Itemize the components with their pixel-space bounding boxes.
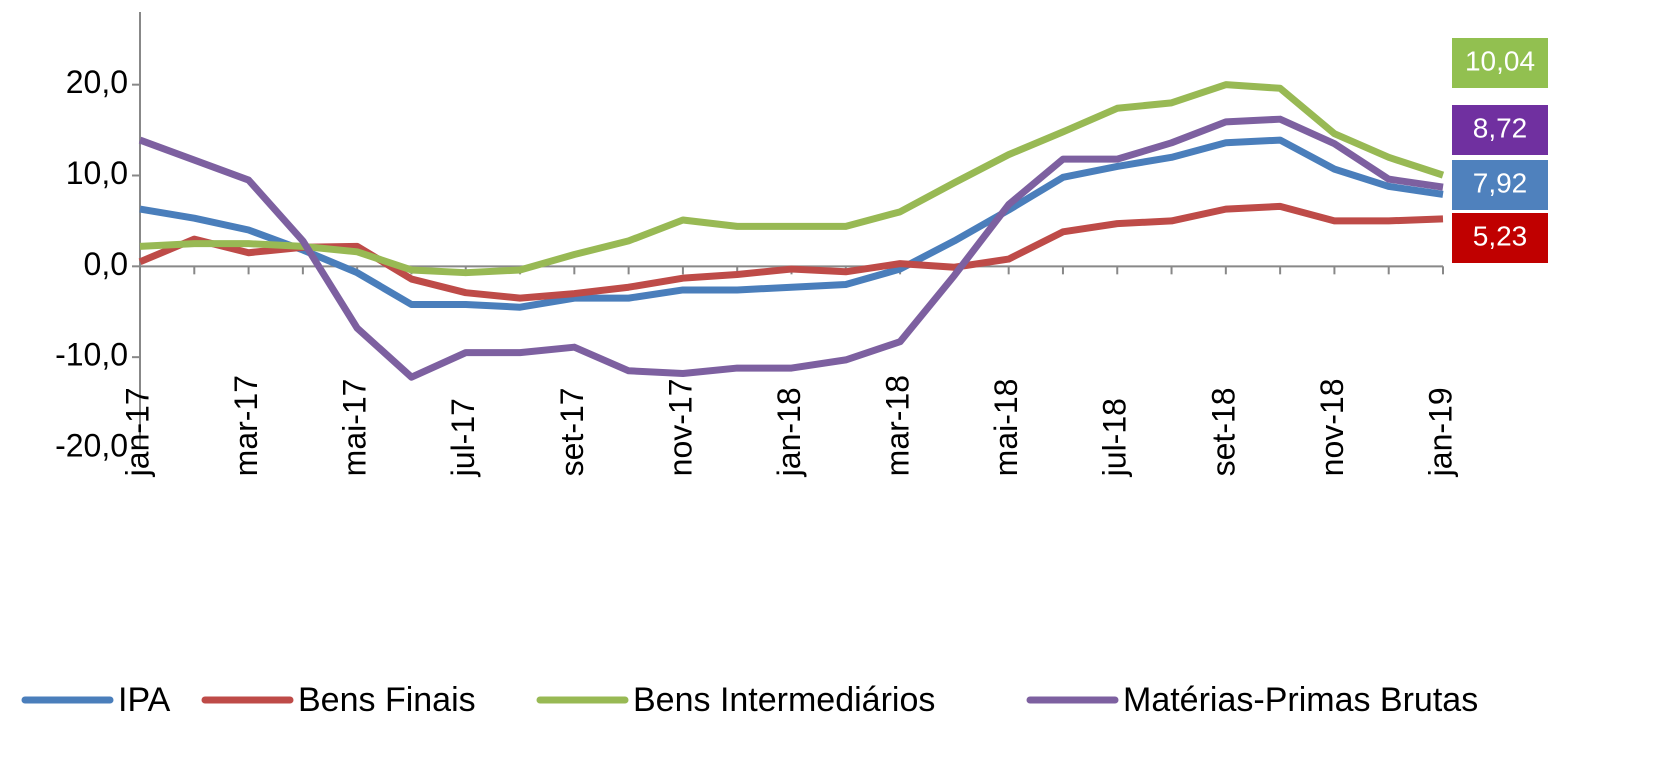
data-label: 8,72: [1473, 112, 1528, 143]
data-label: 7,92: [1473, 167, 1528, 198]
legend-label: IPA: [118, 681, 171, 719]
series-line: [139, 136, 1444, 311]
data-label: 10,04: [1465, 45, 1535, 76]
x-tick-label: set-17: [554, 387, 590, 476]
x-tick-label: mar-18: [880, 375, 916, 476]
data-label-box: [1452, 38, 1548, 88]
legend-label: Bens Intermediários: [633, 681, 935, 719]
x-tick-label: mar-17: [228, 375, 264, 476]
y-tick-label: 20,0: [66, 64, 128, 100]
data-label-box: [1452, 160, 1548, 210]
x-tick-label: nov-18: [1314, 378, 1350, 476]
y-tick-label: -10,0: [55, 337, 128, 373]
legend-label: Bens Finais: [298, 681, 476, 719]
data-label: 5,23: [1473, 220, 1528, 251]
x-tick-label: mai-18: [988, 379, 1024, 477]
y-tick-label: -20,0: [55, 427, 128, 463]
data-label-box: [1452, 213, 1548, 263]
x-tick-label: jan-17: [119, 387, 155, 477]
x-tick-label: jul-17: [445, 398, 481, 477]
y-tick-label: 10,0: [66, 155, 128, 191]
x-tick-label: nov-17: [662, 378, 698, 476]
x-tick-label: jan-18: [771, 387, 807, 477]
series-line: [139, 81, 1445, 277]
data-label-box: [1452, 105, 1548, 155]
legend-label: Matérias-Primas Brutas: [1123, 681, 1478, 719]
y-tick-label: 0,0: [84, 246, 128, 282]
x-tick-label: mai-17: [337, 379, 373, 477]
series-line: [138, 202, 1444, 302]
series-line: [138, 115, 1444, 381]
x-tick-label: set-18: [1205, 387, 1241, 476]
x-tick-label: jul-18: [1097, 398, 1133, 477]
x-tick-label: jan-19: [1422, 387, 1458, 477]
